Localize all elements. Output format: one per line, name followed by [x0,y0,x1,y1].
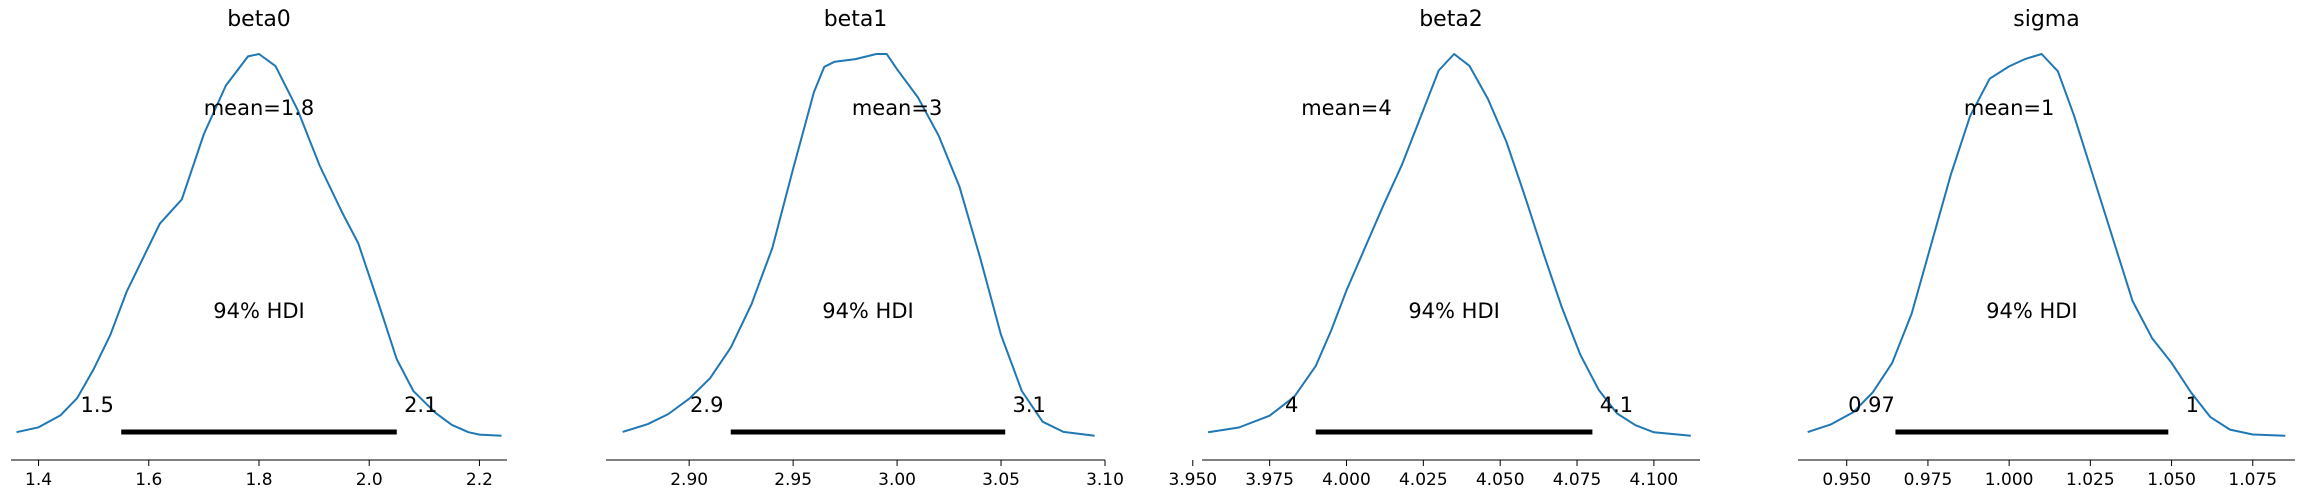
subplot-title: sigma [2013,7,2079,32]
subplot-beta1: beta1 mean=3 94% HDI 2.9 3.1 2.90 2.95 3.00 3.05… [606,7,1124,490]
x-tick-label: 2.2 [466,470,493,490]
x-tick-label: 1.4 [25,470,52,490]
hdi-high-label: 3.1 [1012,393,1045,417]
hdi-low-label: 2.9 [690,393,723,417]
x-tick-label: 3.00 [878,470,916,490]
density-curve [1207,53,1691,437]
density-curve [1807,53,2286,437]
x-tick-label: 3.05 [982,470,1020,490]
x-tick-label: 3.10 [1086,470,1124,490]
x-tick-label: 4.050 [1476,470,1525,490]
mean-label: mean=1 [1964,96,2055,120]
x-tick-label: 0.975 [1904,470,1953,490]
subplot-beta0: beta0 mean=1.8 94% HDI 1.5 2.1 1.4 1.6 1.8 2.0 2.… [11,7,507,490]
x-tick-label: 3.975 [1245,470,1294,490]
hdi-label: 94% HDI [213,299,305,323]
hdi-low-label: 0.97 [1848,393,1895,417]
mean-label: mean=3 [852,96,943,120]
subplot-title: beta1 [824,7,888,32]
hdi-high-label: 1 [2186,393,2199,417]
hdi-low-label: 4 [1285,393,1298,417]
x-tick-label: 4.000 [1322,470,1371,490]
x-tick-label: 2.95 [774,470,812,490]
density-curve [16,53,502,437]
subplot-title: beta0 [227,7,291,32]
x-tick-label: 1.025 [2066,470,2115,490]
subplot-beta2: beta2 mean=4 94% HDI 4 4.1 3.950 3.975 4.000 4.0… [1168,7,1700,490]
mean-label: mean=4 [1301,96,1392,120]
subplot-title: beta2 [1419,7,1483,32]
hdi-label: 94% HDI [1408,299,1500,323]
x-tick-label: 1.6 [135,470,162,490]
subplot-sigma: sigma mean=1 94% HDI 0.97 1 0.950 0.975 1.000 1.… [1798,7,2295,490]
x-tick-label: 0.950 [1822,470,1871,490]
density-curve [622,53,1095,437]
x-tick-label: 4.025 [1399,470,1448,490]
x-tick-label: 1.075 [2228,470,2277,490]
x-tick-label: 3.950 [1168,470,1217,490]
x-tick-label: 2.90 [670,470,708,490]
hdi-label: 94% HDI [822,299,914,323]
hdi-high-label: 4.1 [1600,393,1633,417]
x-tick-label: 4.075 [1553,470,1602,490]
x-tick-label: 1.000 [1985,470,2034,490]
x-tick-label: 4.100 [1630,470,1679,490]
mean-label: mean=1.8 [204,96,315,120]
hdi-low-label: 1.5 [81,393,114,417]
hdi-high-label: 2.1 [404,393,437,417]
x-tick-label: 1.8 [245,470,272,490]
x-tick-label: 2.0 [356,470,383,490]
x-tick-label: 1.050 [2147,470,2196,490]
hdi-label: 94% HDI [1986,299,2078,323]
